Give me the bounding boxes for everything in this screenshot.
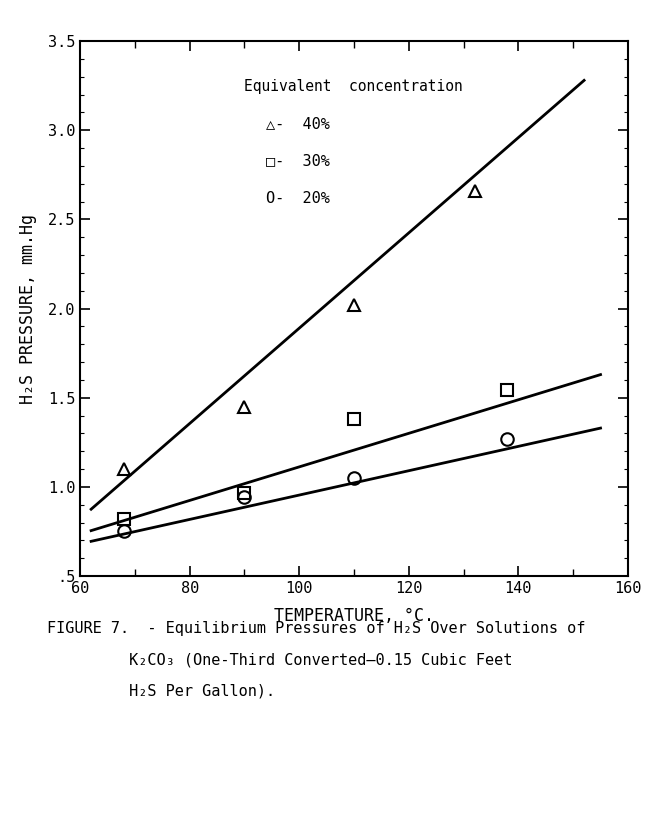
Text: H₂S Per Gallon).: H₂S Per Gallon). (47, 684, 275, 699)
Text: FIGURE 7.  - Equilibrium Pressures of H₂S Over Solutions of: FIGURE 7. - Equilibrium Pressures of H₂S… (47, 621, 585, 636)
Text: △-  40%: △- 40% (267, 116, 330, 131)
Text: Equivalent  concentration: Equivalent concentration (244, 79, 463, 94)
X-axis label: TEMPERATURE, °C.: TEMPERATURE, °C. (274, 607, 434, 625)
Y-axis label: H₂S PRESSURE, mm.Hg: H₂S PRESSURE, mm.Hg (19, 214, 37, 403)
Text: □-  30%: □- 30% (267, 154, 330, 169)
Text: K₂CO₃ (One-Third Converted–0.15 Cubic Feet: K₂CO₃ (One-Third Converted–0.15 Cubic Fe… (47, 653, 512, 667)
Text: O-  20%: O- 20% (267, 191, 330, 206)
